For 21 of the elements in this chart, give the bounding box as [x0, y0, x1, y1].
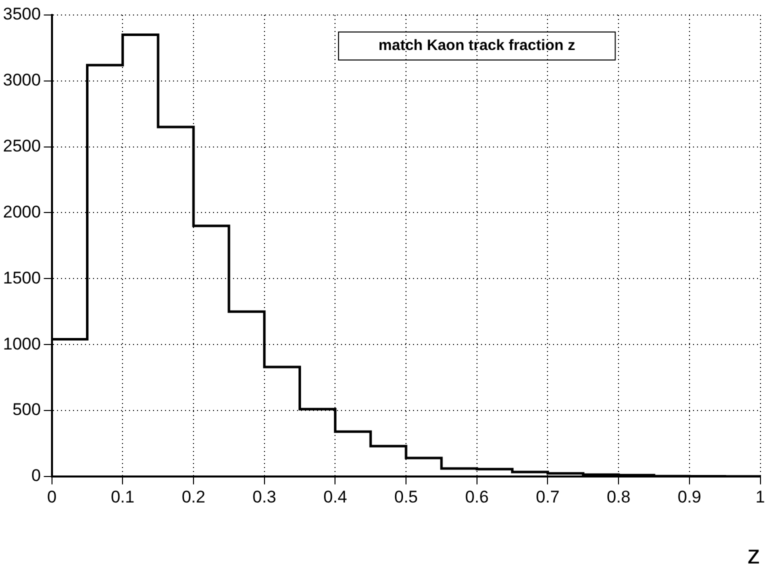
y-tick-label: 1000 [2, 334, 41, 354]
y-tick-label: 3500 [2, 4, 41, 24]
y-tick-label: 2500 [2, 136, 41, 156]
y-tick-label: 0 [31, 466, 41, 486]
y-tick-label: 2000 [2, 202, 41, 222]
text: match Kaon track fraction z [378, 37, 576, 54]
x-tick-label: 0.9 [678, 487, 702, 506]
y-tick-label: 500 [12, 400, 41, 420]
x-tick-label: 0.4 [323, 487, 348, 506]
x-tick-label: 0.3 [252, 487, 276, 506]
x-tick-label: 0 [47, 487, 57, 506]
x-tick-label: 0.5 [394, 487, 418, 506]
x-tick-label: 0.2 [182, 487, 206, 506]
x-tick-label: 0.1 [110, 487, 134, 506]
x-axis-title: z [747, 540, 760, 570]
y-tick-label: 1500 [2, 268, 41, 288]
x-tick-label: 0.8 [606, 487, 630, 506]
x-tick-label: 0.7 [536, 487, 560, 506]
x-tick-label: 0.6 [465, 487, 489, 506]
y-tick-label: 3000 [2, 70, 41, 90]
x-tick-label: 1 [756, 487, 766, 506]
